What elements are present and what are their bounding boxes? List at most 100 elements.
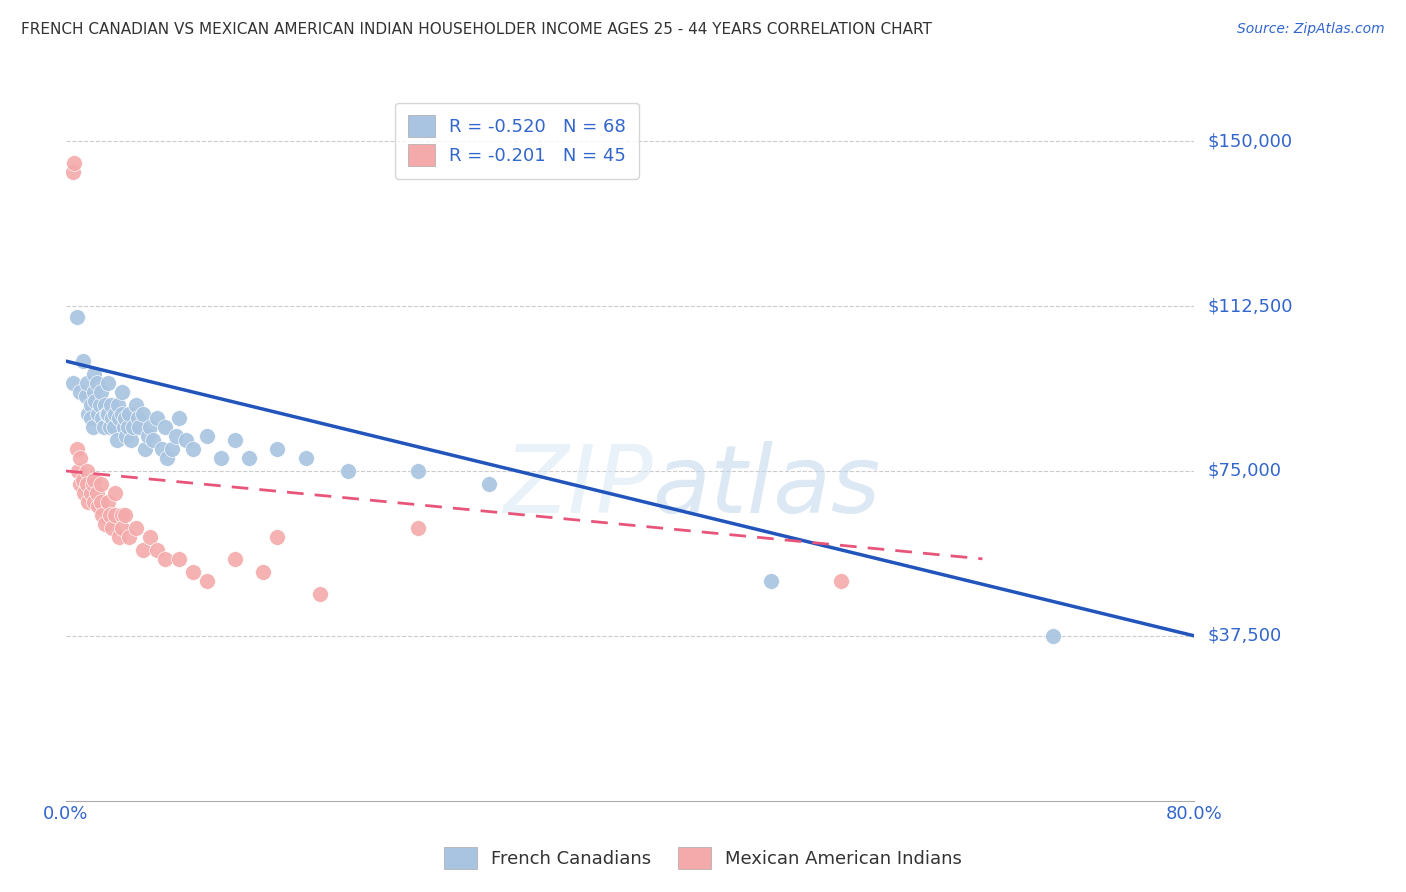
Point	[87, 407, 110, 421]
Text: $112,500: $112,500	[1208, 297, 1294, 315]
Point	[139, 420, 162, 434]
Point	[83, 384, 105, 399]
Point	[122, 420, 145, 434]
Point	[115, 429, 138, 443]
Text: ZIP: ZIP	[503, 441, 652, 532]
Point	[98, 508, 121, 522]
Point	[117, 420, 139, 434]
Point	[80, 486, 103, 500]
Point	[66, 442, 89, 456]
Point	[224, 433, 246, 447]
Point	[77, 494, 100, 508]
Point	[128, 420, 150, 434]
Text: $150,000: $150,000	[1208, 132, 1292, 151]
Point	[108, 530, 131, 544]
Point	[195, 429, 218, 443]
Point	[294, 450, 316, 465]
Point	[89, 398, 111, 412]
Point	[125, 398, 148, 412]
Point	[69, 477, 91, 491]
Point	[209, 450, 232, 465]
Point	[146, 411, 169, 425]
Point	[77, 407, 100, 421]
Point	[478, 477, 501, 491]
Point	[94, 398, 117, 412]
Point	[118, 407, 141, 421]
Point	[73, 486, 96, 500]
Point	[91, 508, 114, 522]
Point	[104, 508, 127, 522]
Point	[308, 587, 330, 601]
Point	[83, 473, 105, 487]
Text: atlas: atlas	[652, 441, 880, 532]
Point	[114, 411, 136, 425]
Point	[101, 521, 124, 535]
Point	[86, 486, 108, 500]
Text: $37,500: $37,500	[1208, 627, 1282, 645]
Point	[336, 464, 359, 478]
Point	[127, 411, 149, 425]
Point	[132, 543, 155, 558]
Point	[67, 464, 90, 478]
Point	[97, 494, 120, 508]
Point	[195, 574, 218, 588]
Legend: French Canadians, Mexican American Indians: French Canadians, Mexican American India…	[434, 838, 972, 879]
Point	[142, 433, 165, 447]
Point	[72, 473, 94, 487]
Point	[150, 442, 173, 456]
Point	[111, 407, 134, 421]
Point	[76, 376, 98, 390]
Text: $75,000: $75,000	[1208, 462, 1281, 480]
Point	[80, 398, 103, 412]
Point	[90, 384, 112, 399]
Text: Source: ZipAtlas.com: Source: ZipAtlas.com	[1237, 22, 1385, 37]
Point	[238, 450, 260, 465]
Point	[139, 530, 162, 544]
Point	[408, 464, 430, 478]
Point	[82, 477, 104, 491]
Text: FRENCH CANADIAN VS MEXICAN AMERICAN INDIAN HOUSEHOLDER INCOME AGES 25 - 44 YEARS: FRENCH CANADIAN VS MEXICAN AMERICAN INDI…	[21, 22, 932, 37]
Point	[118, 530, 141, 544]
Point	[100, 398, 122, 412]
Point	[266, 442, 288, 456]
Point	[105, 433, 128, 447]
Point	[181, 442, 204, 456]
Point	[111, 521, 134, 535]
Point	[72, 354, 94, 368]
Point	[408, 521, 430, 535]
Point	[69, 450, 91, 465]
Point	[224, 552, 246, 566]
Point	[69, 384, 91, 399]
Point	[62, 165, 84, 179]
Point	[252, 565, 274, 579]
Point	[66, 310, 89, 325]
Point	[98, 420, 121, 434]
Point	[86, 376, 108, 390]
Point	[80, 411, 103, 425]
Point	[82, 420, 104, 434]
Point	[125, 521, 148, 535]
Point	[759, 574, 782, 588]
Point	[174, 433, 197, 447]
Point	[104, 486, 127, 500]
Point	[153, 552, 176, 566]
Point	[101, 411, 124, 425]
Point	[132, 407, 155, 421]
Point	[266, 530, 288, 544]
Point	[97, 376, 120, 390]
Point	[120, 433, 142, 447]
Point	[107, 398, 129, 412]
Point	[136, 429, 159, 443]
Point	[62, 376, 84, 390]
Point	[111, 508, 134, 522]
Point	[84, 393, 107, 408]
Point	[830, 574, 852, 588]
Point	[90, 494, 112, 508]
Point	[91, 411, 114, 425]
Point	[97, 407, 120, 421]
Point	[63, 156, 86, 170]
Point	[93, 420, 115, 434]
Point	[83, 494, 105, 508]
Point	[76, 477, 98, 491]
Point	[108, 411, 131, 425]
